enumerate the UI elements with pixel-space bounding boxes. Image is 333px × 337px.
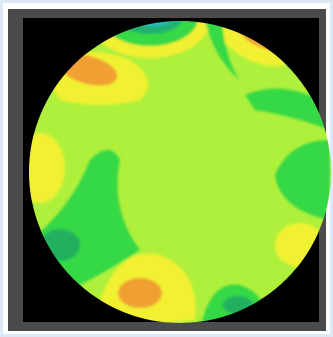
contour-field (29, 21, 331, 323)
